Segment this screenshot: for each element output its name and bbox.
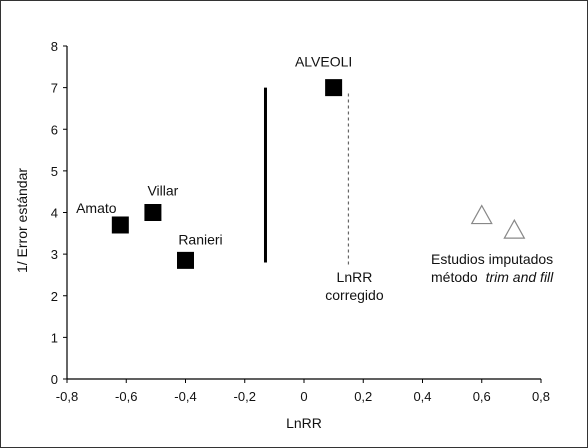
- y-tick-label: 2: [51, 289, 58, 304]
- study-label: Amato: [76, 200, 117, 216]
- y-axis-title: 1/ Error estándar: [14, 168, 30, 273]
- labels: LnRR 1/ Error estándar Amato Villar Ranieri A…: [14, 54, 554, 431]
- x-tick-label: 0,2: [354, 389, 372, 404]
- axes: [66, 46, 541, 380]
- study-label: Ranieri: [178, 231, 222, 247]
- study-point: [144, 204, 162, 221]
- study-point: [111, 216, 129, 234]
- x-axis-title: LnRR: [286, 415, 322, 431]
- y-tick-label: 5: [51, 164, 58, 179]
- x-tick-label: 0,4: [413, 389, 431, 404]
- reference-lines: [263, 87, 350, 265]
- y-tick-label: 6: [51, 122, 58, 137]
- study-point: [177, 251, 194, 269]
- y-tick-label: 4: [51, 206, 58, 221]
- imputed-annotation-line: método trim and fill: [431, 269, 554, 285]
- imputed-annotation-method: método: [431, 269, 482, 285]
- x-tick-label: -0,4: [174, 389, 196, 404]
- imputed-study-point: [503, 218, 526, 239]
- study-label: ALVEOLI: [295, 54, 352, 70]
- study-point: [325, 79, 343, 97]
- y-tick-label: 0: [51, 372, 58, 387]
- corrected-annotation-line: LnRR: [337, 269, 373, 285]
- y-tick-label: 3: [51, 247, 58, 262]
- y-tick-label: 8: [51, 39, 58, 54]
- y-tick-label: 1: [51, 330, 58, 345]
- x-tick-label: -0,8: [56, 389, 78, 404]
- axis-ticks: -0,8 -0,6 -0,4 -0,2 0 0,2 0,4 0,6 0,8 0 1 2 3 4 5 6 7 8: [51, 39, 550, 404]
- x-tick-label: 0: [300, 389, 307, 404]
- x-tick-label: 0,6: [473, 389, 491, 404]
- imputed-study-point: [470, 204, 493, 225]
- y-tick-label: 7: [51, 81, 58, 96]
- corrected-annotation-line: corregido: [325, 287, 384, 303]
- x-tick-label: -0,2: [234, 389, 256, 404]
- study-label: Villar: [147, 183, 178, 199]
- imputed-annotation-line: Estudios imputados: [431, 251, 553, 267]
- imputed-annotation-method-name: trim and fill: [486, 269, 555, 285]
- x-tick-label: 0,8: [532, 389, 550, 404]
- x-tick-label: -0,6: [115, 389, 137, 404]
- data-points: [111, 79, 526, 269]
